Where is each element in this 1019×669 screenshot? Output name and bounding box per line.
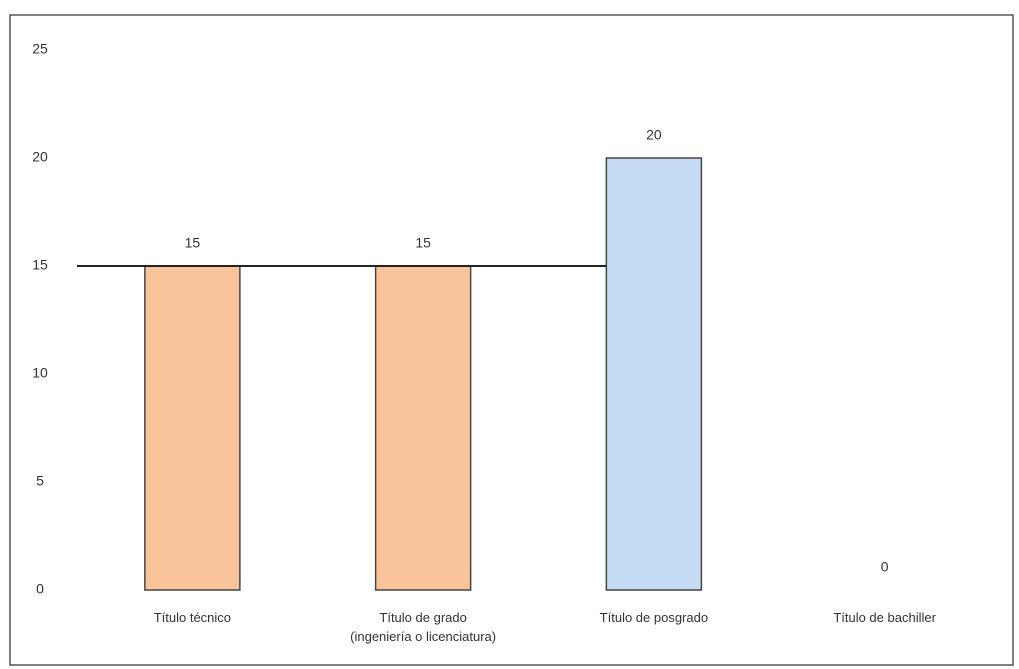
x-tick-label: Título de grado (ingeniería o licenciatu… [350,610,497,644]
value-label: 15 [185,235,201,251]
bar [605,157,703,591]
value-label: 0 [881,559,889,575]
y-tick-label: 20 [32,149,48,165]
value-label: 15 [415,235,431,251]
bar [374,265,472,591]
y-tick-label: 15 [32,257,48,273]
y-tick-label: 10 [32,365,48,381]
bar [144,265,241,591]
y-tick-label: 25 [32,41,48,57]
y-tick-label: 0 [36,581,44,597]
x-tick-label: Título técnico [153,610,232,625]
x-tick-label: Título de bachiller [833,610,936,625]
y-tick-label: 5 [36,473,44,489]
value-label: 20 [646,127,662,143]
chart-frame [9,14,1014,666]
x-tick-label: Título de posgrado [599,610,709,625]
